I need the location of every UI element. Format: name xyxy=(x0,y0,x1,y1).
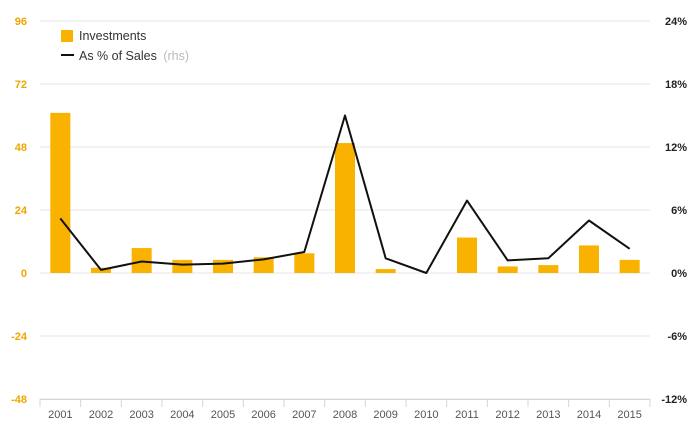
bar-series-investments xyxy=(50,112,640,273)
left-tick-label: -24 xyxy=(11,331,28,343)
right-tick-label: -6% xyxy=(667,331,687,343)
left-tick-label: 96 xyxy=(15,16,27,28)
x-tick-label: 2014 xyxy=(577,409,601,421)
bar xyxy=(294,253,315,273)
bar xyxy=(253,257,274,273)
x-tick-label: 2012 xyxy=(495,409,519,421)
x-tick-label: 2005 xyxy=(211,409,235,421)
x-tick-label: 2007 xyxy=(292,409,316,421)
bar xyxy=(579,245,599,273)
x-tick-label: 2002 xyxy=(89,409,113,421)
left-tick-label: 72 xyxy=(15,79,27,91)
legend-label-rhs-note: (rhs) xyxy=(163,49,189,63)
bar xyxy=(50,112,71,273)
bar xyxy=(172,259,193,273)
right-tick-label: -12% xyxy=(661,394,687,406)
left-tick-label: 24 xyxy=(15,205,28,217)
bar xyxy=(457,237,477,273)
x-tick-label: 2006 xyxy=(251,409,275,421)
right-axis-ticks: 24% 18% 12% 6% 0% -6% -12% xyxy=(661,16,687,406)
right-tick-label: 6% xyxy=(671,205,687,217)
legend-label-pct-sales: As % of Sales (rhs) xyxy=(79,49,189,63)
x-tick-label: 2013 xyxy=(536,409,560,421)
right-tick-label: 0% xyxy=(671,268,687,280)
x-tick-label: 2009 xyxy=(373,409,397,421)
left-tick-label: 48 xyxy=(15,142,27,154)
x-axis: 2001 2002 2003 2004 2005 2006 2007 2008 2009 2010… xyxy=(39,399,651,421)
x-tick-label: 2011 xyxy=(455,409,479,421)
bar xyxy=(335,143,355,273)
legend-label-pct-sales-name: As % of Sales xyxy=(79,49,157,63)
line-series-pct-sales xyxy=(59,114,631,274)
legend-swatch-investments xyxy=(61,30,73,42)
x-tick-label: 2003 xyxy=(129,409,153,421)
left-tick-label: 0 xyxy=(21,268,27,280)
legend-label-investments: Investments xyxy=(79,29,146,43)
x-tick-label: 2015 xyxy=(617,409,641,421)
right-tick-label: 24% xyxy=(665,16,687,28)
bar xyxy=(213,259,233,273)
x-tick-label: 2004 xyxy=(170,409,194,421)
x-tick-label: 2008 xyxy=(333,409,357,421)
right-tick-label: 18% xyxy=(665,79,687,91)
x-tick-label: 2001 xyxy=(48,409,72,421)
legend: Investments As % of Sales (rhs) xyxy=(61,29,189,63)
x-tick-label: 2010 xyxy=(414,409,438,421)
left-axis-ticks: 96 72 48 24 0 -24 -48 xyxy=(11,16,28,406)
right-tick-label: 12% xyxy=(665,142,687,154)
bar xyxy=(375,269,396,273)
left-tick-label: -48 xyxy=(11,394,27,406)
bar xyxy=(619,259,640,273)
bar xyxy=(497,266,518,273)
bar xyxy=(538,265,559,273)
